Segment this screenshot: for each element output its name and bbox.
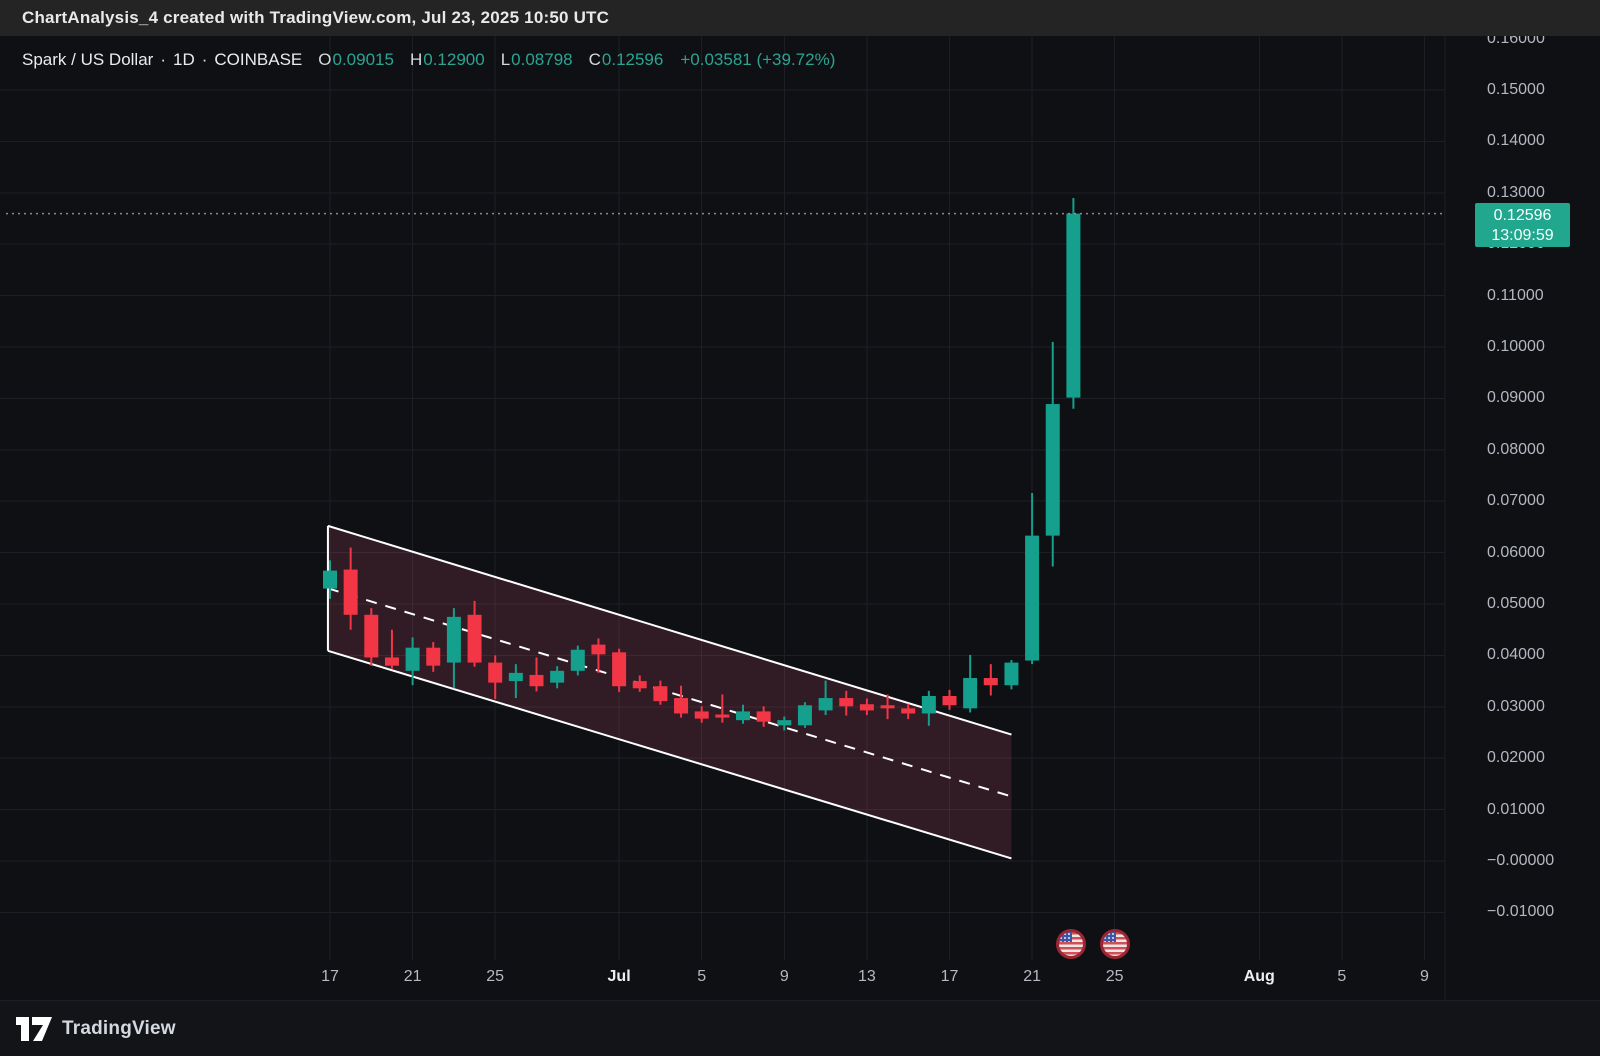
candle [591, 638, 606, 673]
candle [632, 675, 647, 692]
change-value: +0.03581 (+39.72%) [680, 50, 836, 69]
price-axis-label: 0.10000 [1487, 338, 1545, 355]
candle [343, 547, 358, 630]
time-axis-label: 21 [1023, 968, 1041, 985]
candle [674, 685, 689, 718]
candle [570, 645, 585, 676]
candle [508, 664, 523, 699]
candle [942, 689, 957, 710]
price-axis-label: 0.05000 [1487, 595, 1545, 612]
price-axis-label: 0.01000 [1487, 800, 1545, 818]
time-axis-label: 9 [779, 968, 789, 985]
interval-label: 1D [173, 50, 195, 69]
time-axis-label: 13 [857, 968, 876, 985]
symbol-legend[interactable]: Spark / US Dollar · 1D · COINBASE O 0.09… [22, 50, 835, 70]
price-axis-label: 0.04000 [1487, 646, 1545, 664]
attribution-text: ChartAnalysis_4 created with TradingView… [22, 8, 610, 27]
us-flag-event-icon[interactable] [1056, 929, 1087, 959]
candle [384, 629, 399, 669]
candle [426, 642, 441, 672]
price-axis-label: 0.02000 [1487, 749, 1545, 767]
candle [1004, 660, 1019, 690]
tradingview-logo-icon [16, 1016, 52, 1041]
candle [1045, 341, 1060, 567]
tradingview-logo[interactable]: TradingView [16, 1016, 176, 1042]
price-axis-label: 0.13000 [1487, 183, 1545, 201]
time-axis-label: 17 [321, 968, 339, 985]
attribution-bar: ChartAnalysis_4 created with TradingView… [0, 0, 1600, 36]
candle [364, 608, 379, 666]
price-axis-label: 0.07000 [1487, 492, 1545, 510]
legend-separator: · [201, 50, 208, 69]
candle [550, 666, 565, 689]
candle [612, 648, 627, 692]
price-axis-label: −0.00000 [1487, 852, 1555, 869]
candle [777, 716, 792, 731]
us-flag-event-icon[interactable] [1099, 929, 1130, 959]
candle [653, 680, 668, 705]
candle [736, 704, 750, 724]
candle [859, 698, 874, 716]
candles [323, 197, 1081, 731]
low-value: L 0.08798 [500, 50, 573, 69]
price-axis-label: 0.06000 [1487, 543, 1545, 561]
time-axis-label: 9 [1419, 968, 1429, 985]
candle [818, 680, 833, 716]
price-axis-label: 0.15000 [1487, 81, 1545, 98]
symbol-title[interactable]: Spark / US Dollar [22, 50, 154, 69]
last-price-label: 0.12596 13:09:59 [1475, 203, 1570, 247]
candle [715, 694, 730, 723]
candle [921, 690, 936, 726]
close-value: C 0.12596 [588, 50, 664, 69]
candle [756, 706, 771, 727]
legend-separator: · [160, 50, 166, 69]
open-value: O 0.09015 [318, 50, 394, 69]
candle [1025, 492, 1040, 665]
time-axis-label: 25 [486, 968, 505, 985]
bar-countdown: 13:09:59 [1491, 226, 1554, 244]
time-axis-label: Aug [1243, 968, 1275, 985]
time-axis-label: 21 [403, 968, 422, 985]
gridlines [0, 36, 1446, 1000]
time-axis-label: 17 [940, 968, 959, 985]
candle [694, 706, 709, 723]
price-axis-label: 0.03000 [1487, 697, 1545, 715]
candle [405, 637, 420, 686]
candle [839, 690, 854, 716]
price-axis-label: 0.11000 [1487, 286, 1544, 304]
last-price-value: 0.12596 [1493, 206, 1552, 224]
tradingview-wordmark: TradingView [62, 1017, 176, 1039]
candle [529, 657, 544, 692]
exchange-label: COINBASE [214, 50, 303, 69]
candle [880, 694, 895, 720]
time-axis-label: 25 [1105, 968, 1124, 985]
time-axis-label: Jul [607, 968, 631, 985]
candle [797, 702, 812, 728]
candle [446, 608, 461, 689]
price-axis-label: 0.09000 [1487, 389, 1545, 407]
candle [901, 703, 916, 720]
price-axis-label: −0.01000 [1487, 903, 1555, 921]
footer-bar: TradingView [0, 1000, 1600, 1056]
candle [983, 664, 998, 696]
price-axis-label: 0.08000 [1487, 440, 1545, 458]
price-axis-label: 0.14000 [1487, 132, 1545, 150]
high-value: H 0.12900 [409, 50, 485, 69]
candle [488, 655, 503, 700]
time-axis-label: 5 [697, 968, 707, 985]
candle [1066, 197, 1081, 409]
candle [467, 600, 482, 667]
candle [323, 560, 337, 599]
candle [963, 654, 978, 713]
descending-channel[interactable] [326, 524, 1012, 860]
time-axis-label: 5 [1337, 968, 1347, 985]
